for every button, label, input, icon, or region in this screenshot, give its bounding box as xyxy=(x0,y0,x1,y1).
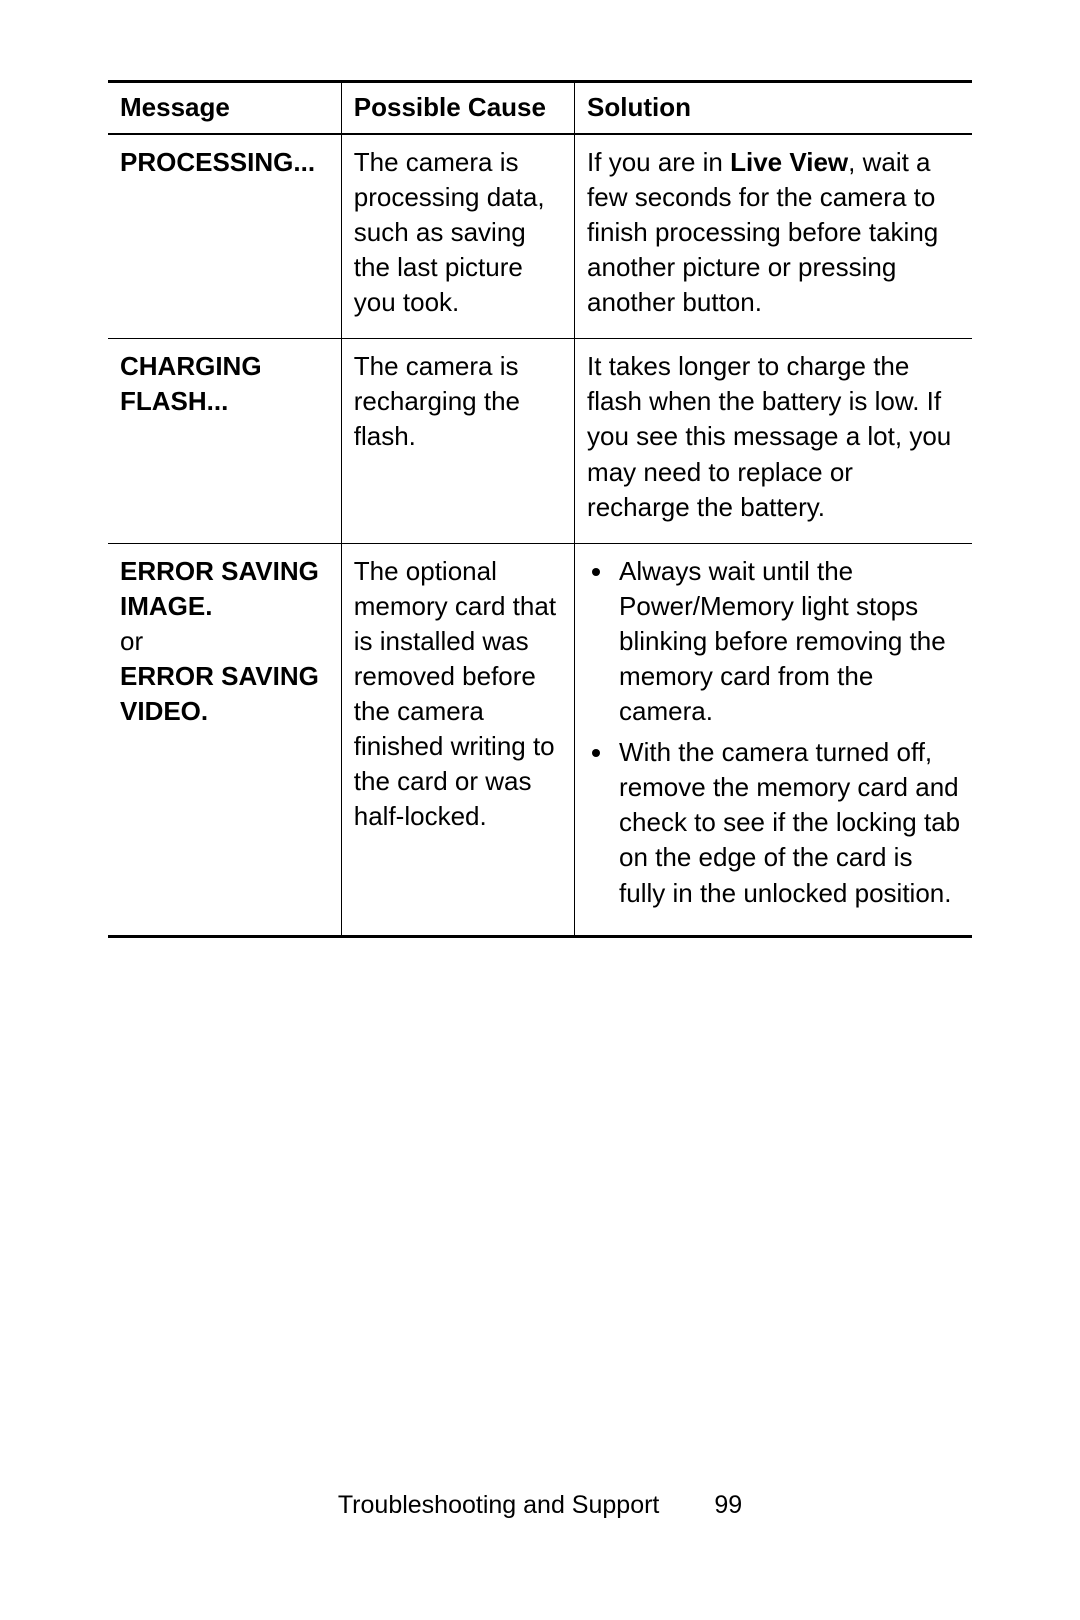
message-part: or xyxy=(120,624,331,659)
cause-cell: The optional memory card that is install… xyxy=(341,543,574,936)
solution-list-item: With the camera turned off, remove the m… xyxy=(615,735,962,910)
solution-cell: It takes longer to charge the flash when… xyxy=(575,339,972,543)
table-row: CHARGING FLASH...The camera is rechargin… xyxy=(108,339,972,543)
solution-run: If you are in xyxy=(587,147,730,177)
col-header-cause: Possible Cause xyxy=(341,82,574,134)
message-part: ERROR SAVING IMAGE. xyxy=(120,554,331,624)
message-cell: CHARGING FLASH... xyxy=(108,339,341,543)
table-row: ERROR SAVING IMAGE.orERROR SAVING VIDEO.… xyxy=(108,543,972,936)
table-row: PROCESSING... The camera is processing da… xyxy=(108,134,972,339)
solution-cell: Always wait until the Power/Memory light… xyxy=(575,543,972,936)
col-header-solution: Solution xyxy=(575,82,972,134)
solution-run: Live View xyxy=(730,147,848,177)
page-container: Message Possible Cause Solution PROCESSI… xyxy=(0,0,1080,938)
message-cell: ERROR SAVING IMAGE.orERROR SAVING VIDEO. xyxy=(108,543,341,936)
solution-list-item: Always wait until the Power/Memory light… xyxy=(615,554,962,729)
page-footer: Troubleshooting and Support 99 xyxy=(0,1491,1080,1520)
cause-cell: The camera is processing data, such as s… xyxy=(341,134,574,339)
table-header-row: Message Possible Cause Solution xyxy=(108,82,972,134)
solution-run: It takes longer to charge the flash when… xyxy=(587,351,951,521)
solution-cell: If you are in Live View, wait a few seco… xyxy=(575,134,972,339)
solution-list: Always wait until the Power/Memory light… xyxy=(587,554,962,911)
col-header-message: Message xyxy=(108,82,341,134)
message-part: ERROR SAVING VIDEO. xyxy=(120,659,331,729)
message-part: PROCESSING... xyxy=(120,145,331,180)
troubleshooting-table: Message Possible Cause Solution PROCESSI… xyxy=(108,80,972,938)
footer-page-number: 99 xyxy=(714,1491,742,1519)
table-body: PROCESSING... The camera is processing da… xyxy=(108,134,972,936)
message-cell: PROCESSING... xyxy=(108,134,341,339)
footer-section-title: Troubleshooting and Support xyxy=(338,1491,660,1519)
cause-cell: The camera is recharging the flash. xyxy=(341,339,574,543)
message-part: CHARGING FLASH... xyxy=(120,349,331,419)
